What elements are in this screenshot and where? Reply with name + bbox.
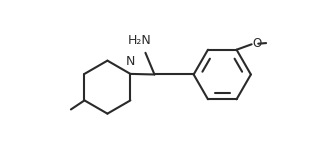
Text: N: N — [126, 55, 135, 68]
Text: O: O — [253, 37, 262, 50]
Text: H₂N: H₂N — [128, 34, 152, 47]
